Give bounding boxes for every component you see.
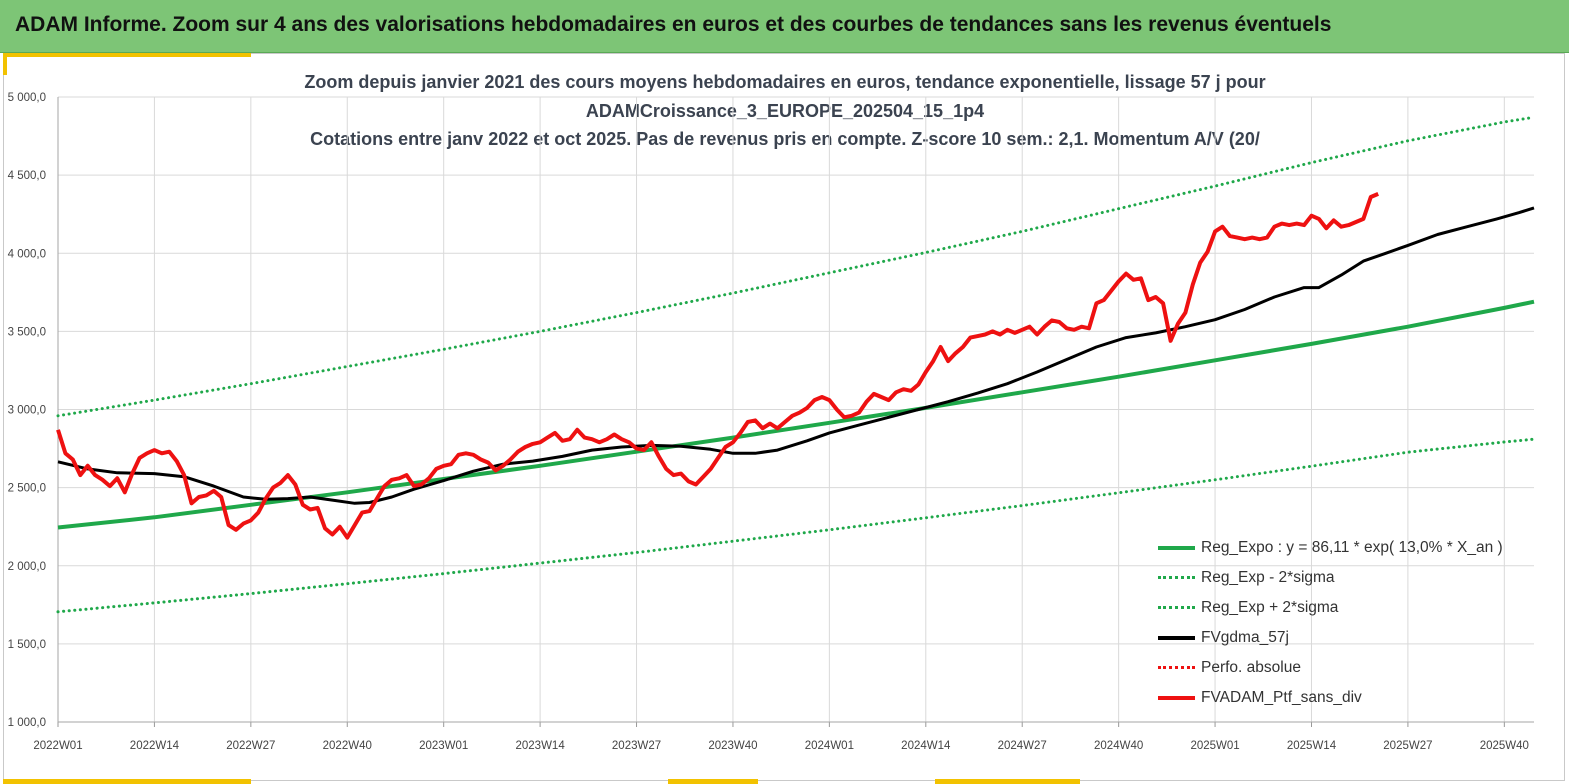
grid-lines bbox=[57, 96, 1534, 727]
series-line-3 bbox=[57, 206, 1535, 505]
legend-label: Reg_Exp + 2*sigma bbox=[1201, 599, 1339, 616]
x-tick-label: 2022W40 bbox=[323, 740, 372, 752]
series-line-5 bbox=[56, 192, 1379, 540]
y-tick-label: 2 000,0 bbox=[8, 561, 46, 573]
accent-bar-left-top bbox=[3, 53, 251, 57]
x-tick-label: 2024W14 bbox=[901, 740, 951, 752]
accent-bar-bottom-mid bbox=[668, 779, 758, 784]
chart-title-line-2: ADAMCroissance_3_EUROPE_202504_15_1p4 bbox=[585, 100, 985, 121]
series-layer bbox=[56, 115, 1536, 614]
y-tick-label: 1 500,0 bbox=[8, 639, 46, 651]
legend-label: Reg_Exp - 2*sigma bbox=[1201, 569, 1335, 586]
legend-swatch bbox=[1158, 606, 1195, 610]
y-tick-label: 3 000,0 bbox=[8, 405, 46, 417]
series-line-1 bbox=[56, 437, 1536, 614]
x-tick-label: 2024W01 bbox=[805, 740, 854, 752]
accent-bar-bottom-right bbox=[935, 779, 1080, 784]
legend-item-reg-exp-plus: Reg_Exp + 2*sigma bbox=[1158, 593, 1503, 623]
legend-label: Perfo. absolue bbox=[1201, 659, 1301, 676]
x-tick-label: 2025W01 bbox=[1190, 740, 1239, 752]
legend-label: FVADAM_Ptf_sans_div bbox=[1201, 689, 1362, 706]
y-tick-label: 3 500,0 bbox=[8, 326, 46, 338]
legend-item-fvadam: FVADAM_Ptf_sans_div bbox=[1158, 683, 1503, 713]
header-banner: ADAM Informe. Zoom sur 4 ans des valoris… bbox=[0, 0, 1569, 53]
x-tick-label: 2022W27 bbox=[226, 740, 275, 752]
x-tick-label: 2022W14 bbox=[130, 740, 180, 752]
x-tick-label: 2024W40 bbox=[1094, 740, 1143, 752]
legend-swatch bbox=[1158, 635, 1195, 640]
x-tick-label: 2025W27 bbox=[1383, 740, 1432, 752]
legend-swatch bbox=[1158, 666, 1195, 670]
series-line-2 bbox=[56, 115, 1536, 418]
legend-item-reg-exp-minus: Reg_Exp - 2*sigma bbox=[1158, 563, 1503, 593]
y-tick-label: 5 000,0 bbox=[8, 92, 46, 104]
x-tick-label: 2023W14 bbox=[515, 740, 565, 752]
x-tick-label: 2023W01 bbox=[419, 740, 468, 752]
legend-item-fvgdma: FVgdma_57j bbox=[1158, 623, 1503, 653]
x-tick-label: 2025W40 bbox=[1480, 740, 1529, 752]
legend-label: FVgdma_57j bbox=[1201, 629, 1289, 646]
x-tick-label: 2022W01 bbox=[33, 740, 82, 752]
x-tick-label: 2023W40 bbox=[708, 740, 757, 752]
legend-swatch bbox=[1158, 545, 1195, 550]
chart-title-line-1: Zoom depuis janvier 2021 des cours moyen… bbox=[304, 72, 1266, 92]
legend-item-reg-expo: Reg_Expo : y = 86,11 * exp( 13,0% * X_an… bbox=[1158, 533, 1503, 563]
legend-item-perfo-absolue: Perfo. absolue bbox=[1158, 653, 1503, 683]
header-title: ADAM Informe. Zoom sur 4 ans des valoris… bbox=[15, 13, 1332, 36]
y-tick-label: 4 500,0 bbox=[8, 170, 46, 182]
legend-label: Reg_Expo : y = 86,11 * exp( 13,0% * X_an… bbox=[1201, 539, 1503, 556]
accent-bar-left-side bbox=[3, 53, 7, 75]
x-tick-label: 2024W27 bbox=[998, 740, 1047, 752]
tick-labels: 1 000,0 1 500,0 2 000,0 2 500,0 3 000,0 3 500… bbox=[8, 92, 1529, 752]
y-tick-label: 2 500,0 bbox=[8, 483, 46, 495]
chart-frame bbox=[3, 53, 1565, 781]
accent-bar-bottom-left bbox=[3, 779, 251, 784]
legend-swatch bbox=[1158, 695, 1195, 700]
x-tick-label: 2023W27 bbox=[612, 740, 661, 752]
x-tick-label: 2025W14 bbox=[1287, 740, 1337, 752]
y-tick-label: 4 000,0 bbox=[8, 248, 46, 260]
legend: Reg_Expo : y = 86,11 * exp( 13,0% * X_an… bbox=[1158, 533, 1503, 713]
legend-swatch bbox=[1158, 576, 1195, 580]
y-tick-label: 1 000,0 bbox=[8, 717, 46, 729]
